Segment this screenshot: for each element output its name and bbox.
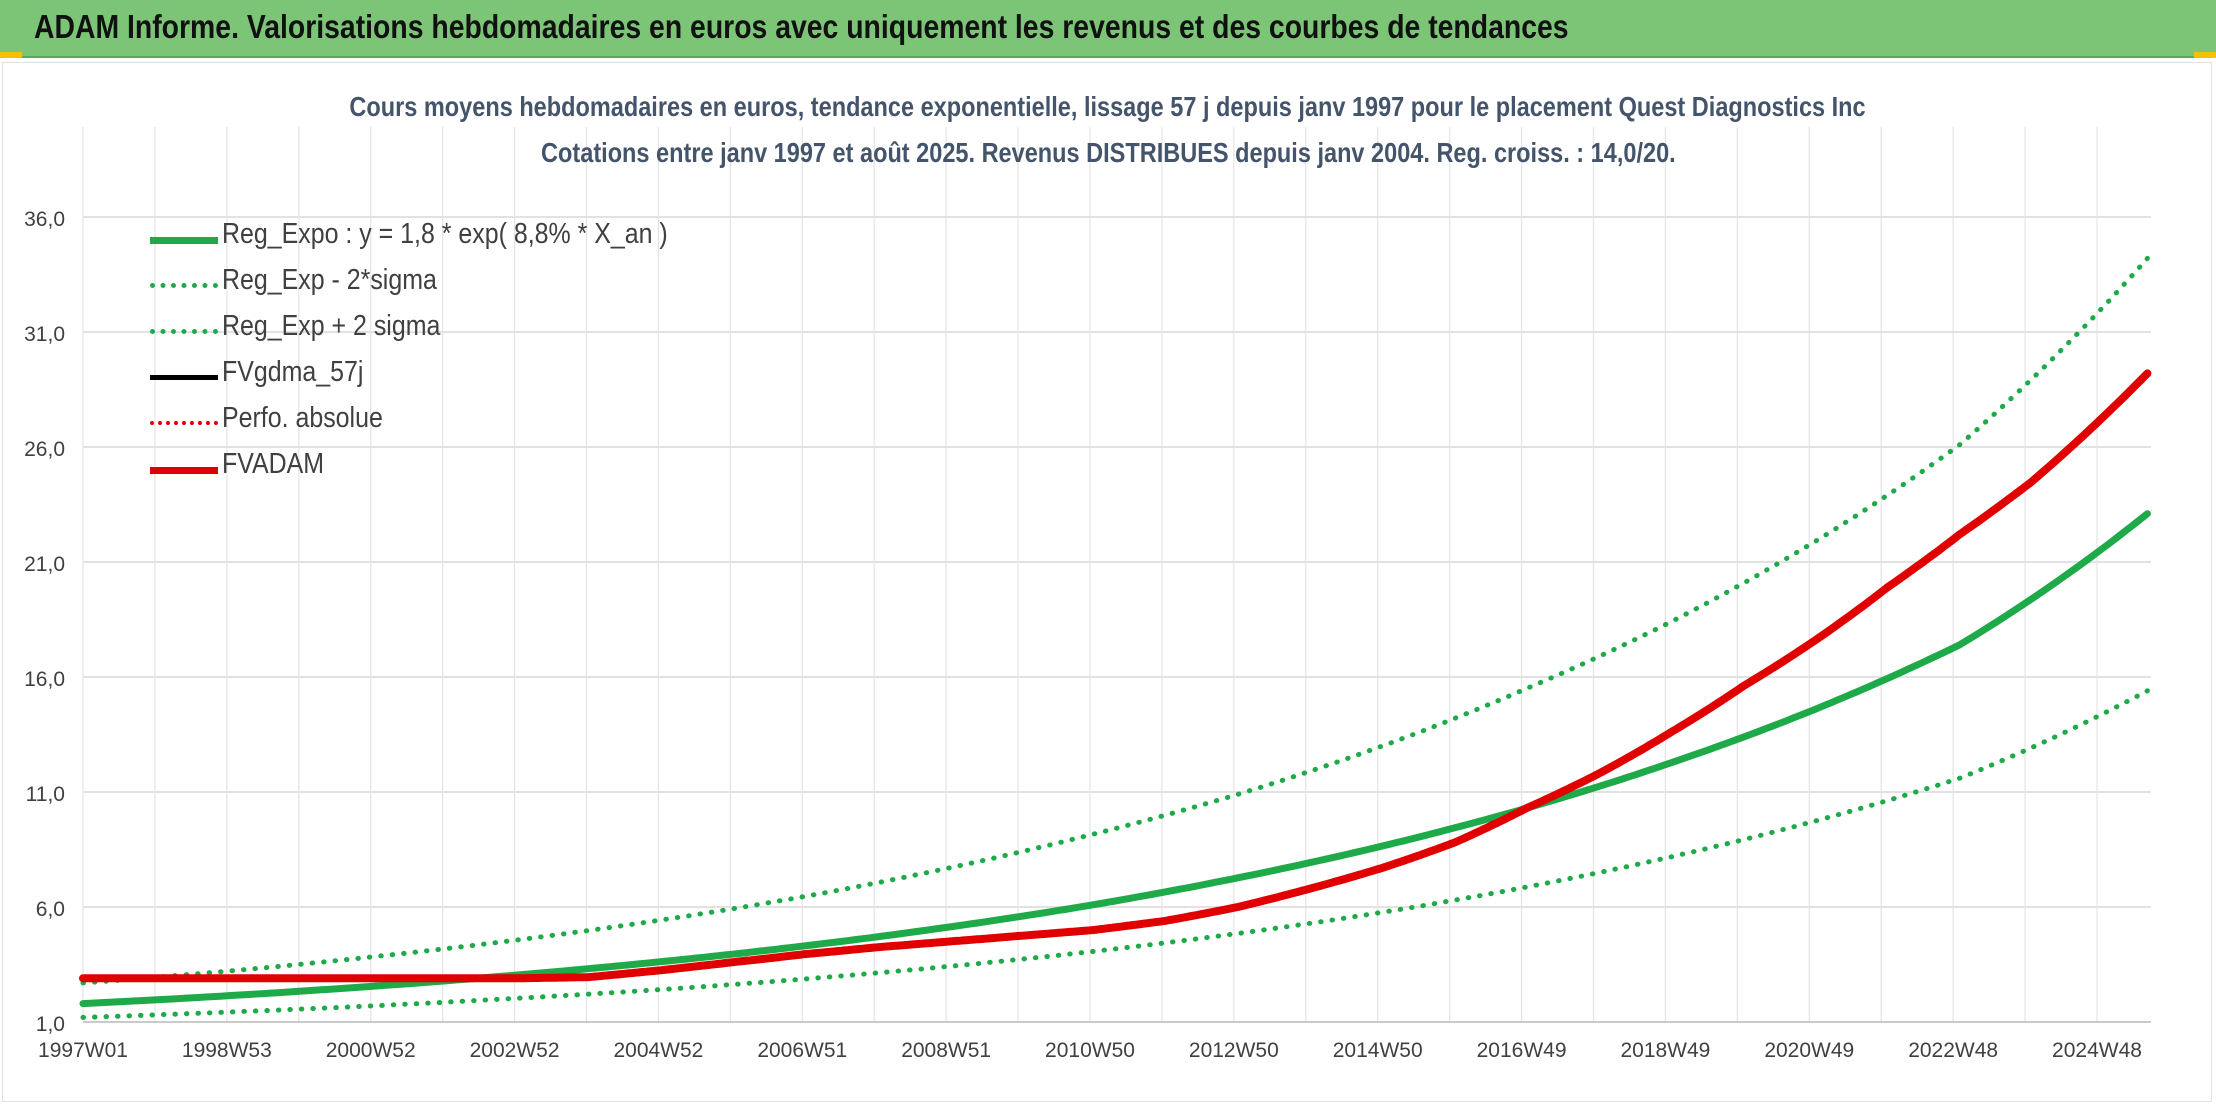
x-tick-label: 2018W49: [1620, 1039, 1710, 1062]
series-line-2: [80, 255, 2150, 986]
x-tick-label: 2014W50: [1333, 1039, 1423, 1062]
grid-lines: [82, 127, 2151, 1023]
y-axis-ticks: 1,0 6,0 11,0 16,0 21,0 26,0 31,0 36,0: [24, 208, 65, 1036]
y-tick-label: 21,0: [24, 553, 65, 576]
y-tick-label: 16,0: [24, 668, 65, 691]
legend-swatch-reg-exp-plus: [150, 329, 218, 334]
banner-title: ADAM Informe. Valorisations hebdomadaire…: [34, 8, 1569, 45]
legend-label: FVgdma_57j: [222, 356, 364, 388]
series-line-1: [80, 688, 2150, 1020]
banner-corner-left: [0, 52, 22, 58]
legend-label: Reg_Exp - 2*sigma: [222, 264, 437, 296]
chart-subtitle: Cotations entre janv 1997 et août 2025. …: [0, 137, 2216, 169]
legend-label: Perfo. absolue: [222, 402, 383, 434]
legend-swatch-reg-expo: [150, 237, 218, 244]
x-tick-label: 2022W48: [1908, 1039, 1998, 1062]
banner-corner-right: [2194, 52, 2216, 58]
report-banner: ADAM Informe. Valorisations hebdomadaire…: [0, 0, 2216, 58]
chart-title: Cours moyens hebdomadaires en euros, ten…: [0, 91, 2216, 123]
y-tick-label: 1,0: [36, 1013, 65, 1036]
x-tick-label: 2012W50: [1189, 1039, 1279, 1062]
chart-frame: [2, 62, 2212, 1102]
x-tick-label: 2020W49: [1764, 1039, 1854, 1062]
legend-swatch-perfo: [150, 421, 218, 425]
y-tick-label: 6,0: [36, 898, 65, 921]
legend-swatch-reg-exp-minus: [150, 283, 218, 288]
x-tick-label: 1997W01: [38, 1039, 128, 1062]
x-tick-label: 2016W49: [1477, 1039, 1567, 1062]
chart-title-text: Cours moyens hebdomadaires en euros, ten…: [349, 91, 1867, 122]
x-tick-label: 2008W51: [901, 1039, 991, 1062]
chart-subtitle-text: Cotations entre janv 1997 et août 2025. …: [540, 137, 1676, 168]
y-tick-label: 26,0: [24, 438, 65, 461]
y-tick-label: 36,0: [24, 208, 65, 231]
series-lines: [79, 255, 2152, 1020]
legend-label: FVADAM: [222, 448, 325, 480]
x-tick-label: 2000W52: [326, 1039, 416, 1062]
legend-label: Reg_Exp + 2 sigma: [222, 310, 441, 342]
x-tick-label: 2024W48: [2052, 1039, 2142, 1062]
y-tick-label: 31,0: [24, 323, 65, 346]
x-tick-label: 2004W52: [613, 1039, 703, 1062]
x-tick-label: 2006W51: [757, 1039, 847, 1062]
x-axis-ticks: 1997W01 1998W53 2000W52 2002W52 2004W52 2006W…: [38, 1039, 2142, 1062]
x-tick-label: 1998W53: [182, 1039, 272, 1062]
legend-swatch-fvgdma: [150, 375, 218, 380]
legend-swatch-fvadam: [150, 467, 218, 474]
y-tick-label: 11,0: [26, 783, 65, 806]
x-tick-label: 2010W50: [1045, 1039, 1135, 1062]
series-line-0: [79, 510, 2151, 1008]
series-line-5: [79, 369, 2152, 983]
legend-label: Reg_Expo : y = 1,8 * exp( 8,8% * X_an ): [222, 218, 668, 250]
x-tick-label: 2002W52: [470, 1039, 560, 1062]
